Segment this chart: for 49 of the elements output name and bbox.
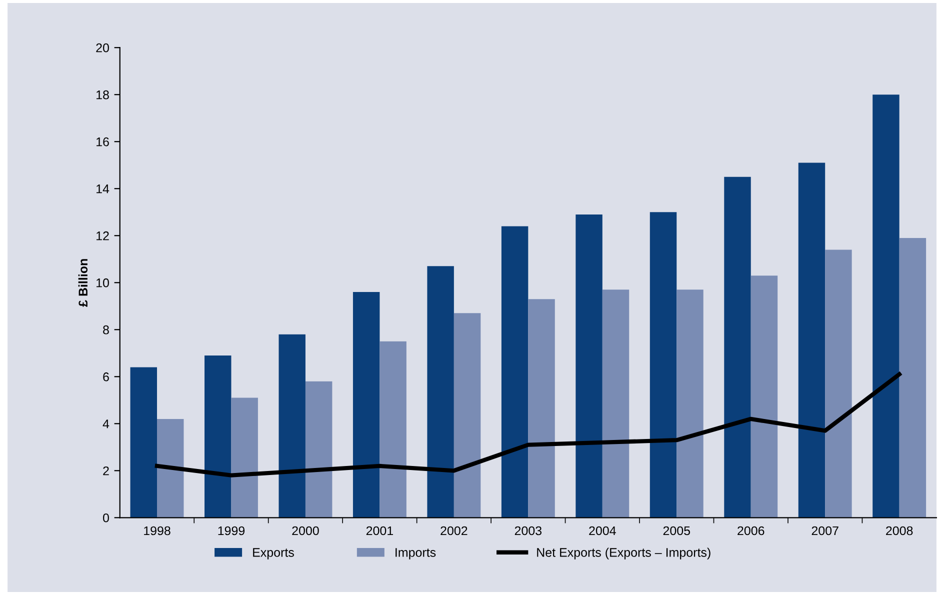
bar — [305, 381, 332, 518]
legend-label: Exports — [253, 548, 294, 560]
bar — [130, 367, 158, 518]
bar — [650, 212, 677, 518]
bar — [576, 214, 602, 518]
bar — [676, 290, 704, 518]
x-tick-label: 2004 — [589, 526, 616, 536]
y-tick-label: 12 — [96, 231, 109, 240]
y-tick-label: 6 — [103, 372, 109, 382]
legend-label: Imports — [396, 548, 436, 560]
y-axis-title: £ Billion — [78, 259, 88, 307]
x-tick-label: 2002 — [440, 526, 468, 536]
line-series — [154, 372, 902, 478]
bar — [278, 334, 306, 518]
bar — [501, 226, 528, 518]
x-tick-label: 1999 — [218, 526, 245, 536]
bar — [724, 176, 751, 518]
bar — [454, 313, 481, 518]
bar — [750, 276, 778, 518]
x-tick-label: 2007 — [812, 526, 838, 536]
legend-label: Net Exports (Exports – Imports) — [537, 548, 710, 560]
x-tick-label: 1998 — [144, 526, 170, 536]
bar — [204, 355, 232, 518]
y-tick-label: 4 — [102, 420, 110, 428]
y-tick-label: 2 — [103, 466, 109, 476]
bar — [899, 238, 926, 518]
y-tick-label: 20 — [96, 43, 109, 52]
bar — [157, 418, 184, 518]
y-tick-label: 18 — [96, 90, 109, 100]
bar — [825, 250, 852, 518]
x-tick-label: 2003 — [514, 526, 542, 536]
bar — [602, 290, 630, 518]
bar — [798, 162, 826, 518]
y-tick-label: 0 — [103, 513, 109, 522]
x-tick-label: 2008 — [886, 526, 913, 536]
bar — [427, 266, 454, 518]
x-tick-label: 2006 — [738, 526, 764, 536]
bar — [528, 299, 555, 518]
bar — [231, 398, 258, 518]
bar — [352, 292, 380, 518]
y-tick-label: 8 — [103, 325, 109, 334]
y-tick-label: 16 — [96, 137, 109, 146]
y-tick-label: 14 — [96, 184, 110, 194]
bar — [872, 94, 900, 518]
x-tick-label: 2001 — [366, 526, 393, 536]
x-tick-label: 2000 — [292, 526, 319, 536]
x-tick-label: 2005 — [663, 526, 690, 536]
bar — [380, 341, 406, 518]
y-tick-label: 10 — [96, 278, 109, 288]
